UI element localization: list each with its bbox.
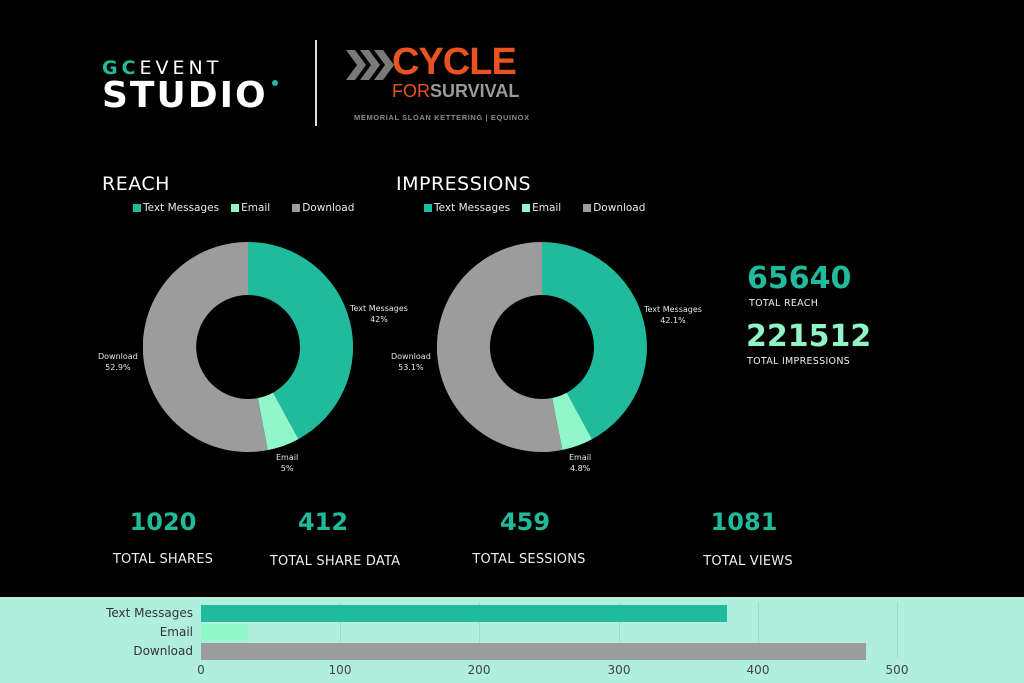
x-tick-400: 400 — [746, 663, 770, 677]
cycle-for-survival-logo: CYCLE FORSURVIVAL MEMORIAL SLOAN KETTERI… — [346, 42, 529, 128]
gridline-400 — [758, 602, 759, 658]
legend-swatch-email — [522, 204, 531, 212]
bar-email[interactable] — [201, 624, 248, 641]
impressions-title: IMPRESSIONS — [396, 173, 532, 195]
legend-swatch-text-messages — [133, 204, 141, 212]
total-sessions-label: TOTAL SESSIONS — [472, 552, 586, 567]
legend-item-email[interactable]: Email — [231, 202, 270, 214]
impressions-legend: Text Messages Email Download — [424, 202, 645, 214]
logo-for-text: FOR — [392, 81, 430, 101]
legend-swatch-text-messages — [424, 204, 432, 212]
logo-studio-text: STUDIO — [102, 75, 268, 116]
impressions-label-email: Email 4.8% — [569, 453, 592, 473]
gc-event-studio-logo: GCEVENT STUDIO — [102, 57, 278, 116]
gridline-100 — [340, 602, 341, 658]
x-tick-0: 0 — [197, 663, 205, 677]
x-tick-100: 100 — [328, 663, 352, 677]
bar-label-email: Email — [159, 625, 193, 639]
total-share-data-label: TOTAL SHARE DATA — [269, 554, 401, 569]
logo-dot-icon — [271, 80, 278, 86]
impressions-label-text-messages: Text Messages 42.1% — [644, 305, 702, 325]
reach-label-download: Download 52.9% — [98, 352, 138, 372]
logo-survival-text: SURVIVAL — [430, 81, 520, 101]
legend-item-text-messages[interactable]: Text Messages — [424, 202, 510, 214]
impressions-slice-email[interactable] — [552, 392, 592, 450]
total-reach-value: 65640 — [747, 261, 852, 296]
gridline-300 — [619, 602, 620, 658]
bar-download[interactable] — [201, 643, 866, 660]
reach-title: REACH — [102, 173, 170, 195]
header-divider — [315, 40, 317, 126]
total-impressions-label: TOTAL IMPRESSIONS — [747, 356, 851, 367]
impressions-slice-text-messages[interactable] — [542, 242, 647, 440]
total-reach-label: TOTAL REACH — [749, 298, 819, 309]
reach-slice-download[interactable] — [143, 242, 268, 452]
reach-label-text-messages: Text Messages 42% — [350, 304, 408, 324]
total-shares-label: TOTAL SHARES — [112, 552, 214, 567]
bar-label-text-messages: Text Messages — [106, 606, 193, 620]
logo-cycle-text: CYCLE — [392, 41, 517, 83]
chevrons-icon — [346, 50, 394, 80]
legend-swatch-email — [231, 204, 240, 212]
logo-event-text: EVENT — [139, 57, 223, 79]
legend-swatch-download — [583, 204, 592, 212]
reach-slice-email[interactable] — [257, 392, 299, 451]
total-impressions-value: 221512 — [746, 319, 872, 354]
total-sessions-value: 459 — [499, 508, 551, 536]
gridline-200 — [479, 602, 480, 658]
x-tick-200: 200 — [467, 663, 491, 677]
total-share-data-value: 412 — [297, 508, 349, 536]
legend-item-text-messages[interactable]: Text Messages — [133, 202, 219, 214]
legend-item-download[interactable]: Download — [292, 202, 354, 214]
bar-chart-panel: Text Messages Email Download 0 100 200 3… — [0, 597, 1024, 683]
total-shares-value: 1020 — [129, 508, 197, 536]
impressions-donut-chart — [437, 242, 647, 452]
x-tick-500: 500 — [885, 663, 909, 677]
legend-item-email[interactable]: Email — [522, 202, 561, 214]
bar-label-download: Download — [133, 644, 193, 658]
bar-text-messages[interactable] — [201, 605, 727, 622]
gridline-500 — [897, 602, 898, 658]
reach-donut-chart — [143, 242, 353, 452]
x-tick-300: 300 — [607, 663, 631, 677]
logo-gc-text: GC — [102, 57, 140, 79]
impressions-slice-download[interactable] — [437, 242, 563, 452]
total-views-value: 1081 — [710, 508, 778, 536]
legend-swatch-download — [292, 204, 301, 212]
reach-slice-text-messages[interactable] — [248, 242, 353, 440]
reach-legend: Text Messages Email Download — [133, 202, 354, 214]
legend-item-download[interactable]: Download — [583, 202, 645, 214]
reach-label-email: Email 5% — [276, 453, 299, 473]
logo-sponsor-line: MEMORIAL SLOAN KETTERING | EQUINOX — [354, 113, 530, 122]
impressions-label-download: Download 53.1% — [391, 352, 431, 372]
total-views-label: TOTAL VIEWS — [703, 554, 793, 569]
